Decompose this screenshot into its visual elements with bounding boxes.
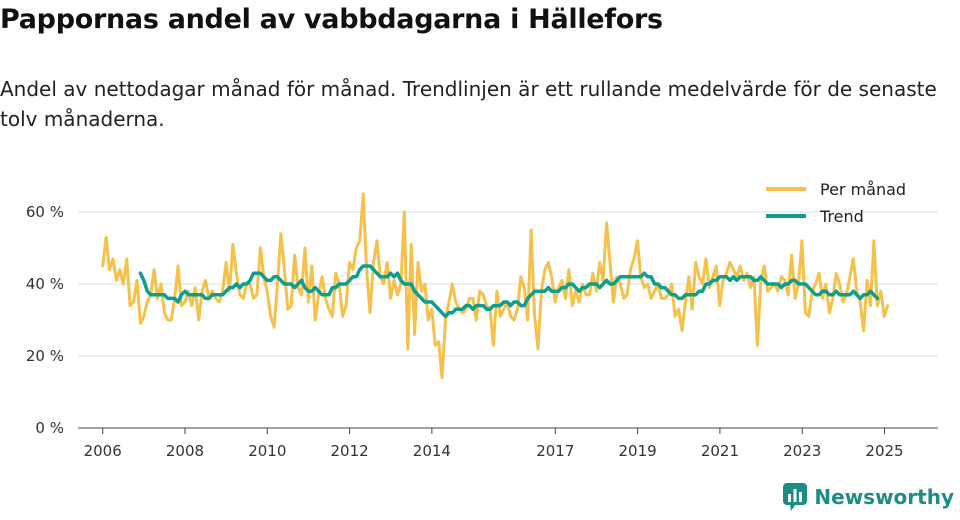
x-tick-label: 2019 bbox=[619, 442, 657, 460]
x-tick-label: 2008 bbox=[166, 442, 204, 460]
bar-chart-icon bbox=[783, 483, 808, 511]
brand-name: Newsworthy bbox=[814, 485, 954, 509]
y-tick-label: 20 % bbox=[26, 347, 64, 365]
x-tick-label: 2017 bbox=[536, 442, 574, 460]
x-tick-label: 2010 bbox=[248, 442, 286, 460]
y-tick-label: 40 % bbox=[26, 275, 64, 293]
x-tick-label: 2012 bbox=[330, 442, 368, 460]
legend-label-per-manad: Per månad bbox=[820, 180, 906, 199]
x-tick-label: 2021 bbox=[701, 442, 739, 460]
x-tick-label: 2006 bbox=[84, 442, 122, 460]
y-tick-label: 0 % bbox=[35, 419, 64, 437]
x-tick-label: 2014 bbox=[413, 442, 451, 460]
x-tick-label: 2023 bbox=[783, 442, 821, 460]
series bbox=[101, 192, 890, 380]
x-tick-label: 2025 bbox=[865, 442, 903, 460]
y-tick-label: 60 % bbox=[26, 203, 64, 221]
legend-label-trend: Trend bbox=[819, 207, 864, 226]
series-line-trend bbox=[138, 264, 880, 319]
chart-title: Pappornas andel av vabbdagarna i Hällefo… bbox=[0, 4, 663, 35]
newsworthy-logo: Newsworthy bbox=[782, 482, 954, 512]
series-line-per-manad bbox=[101, 192, 890, 380]
chart-subtitle: Andel av nettodagar månad för månad. Tre… bbox=[0, 77, 937, 131]
legend: Per månad Trend bbox=[766, 180, 906, 226]
axes: 0 % 20 % 40 % 60 % 2006 2008 2010 2012 2014 2017 2… bbox=[26, 203, 938, 460]
